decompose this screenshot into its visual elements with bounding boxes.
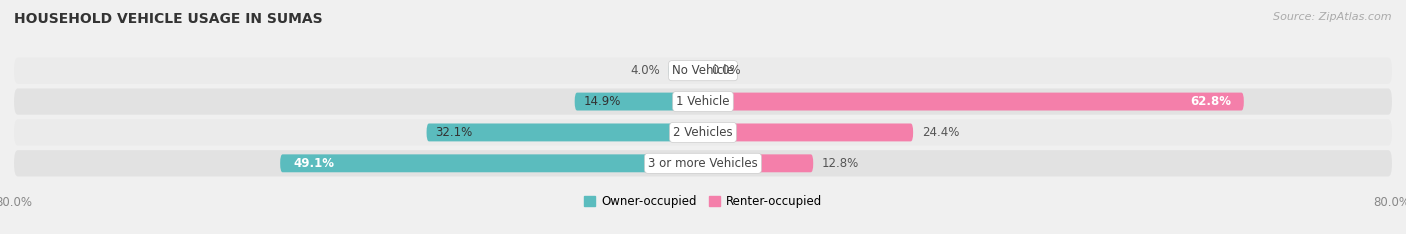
FancyBboxPatch shape [575, 93, 703, 110]
Text: 14.9%: 14.9% [583, 95, 620, 108]
FancyBboxPatch shape [703, 124, 912, 141]
Legend: Owner-occupied, Renter-occupied: Owner-occupied, Renter-occupied [579, 190, 827, 213]
FancyBboxPatch shape [14, 119, 1392, 146]
FancyBboxPatch shape [14, 150, 1392, 176]
Text: 24.4%: 24.4% [922, 126, 959, 139]
FancyBboxPatch shape [14, 58, 1392, 84]
FancyBboxPatch shape [14, 88, 1392, 115]
FancyBboxPatch shape [669, 62, 703, 80]
Text: 1 Vehicle: 1 Vehicle [676, 95, 730, 108]
Text: No Vehicle: No Vehicle [672, 64, 734, 77]
FancyBboxPatch shape [280, 154, 703, 172]
FancyBboxPatch shape [426, 124, 703, 141]
FancyBboxPatch shape [703, 154, 813, 172]
Text: 2 Vehicles: 2 Vehicles [673, 126, 733, 139]
Text: 32.1%: 32.1% [436, 126, 472, 139]
Text: 62.8%: 62.8% [1189, 95, 1230, 108]
FancyBboxPatch shape [703, 93, 1244, 110]
Text: 12.8%: 12.8% [823, 157, 859, 170]
Text: 4.0%: 4.0% [630, 64, 659, 77]
Text: 0.0%: 0.0% [711, 64, 741, 77]
Text: 49.1%: 49.1% [292, 157, 335, 170]
Text: Source: ZipAtlas.com: Source: ZipAtlas.com [1274, 12, 1392, 22]
Text: HOUSEHOLD VEHICLE USAGE IN SUMAS: HOUSEHOLD VEHICLE USAGE IN SUMAS [14, 12, 323, 26]
Text: 3 or more Vehicles: 3 or more Vehicles [648, 157, 758, 170]
